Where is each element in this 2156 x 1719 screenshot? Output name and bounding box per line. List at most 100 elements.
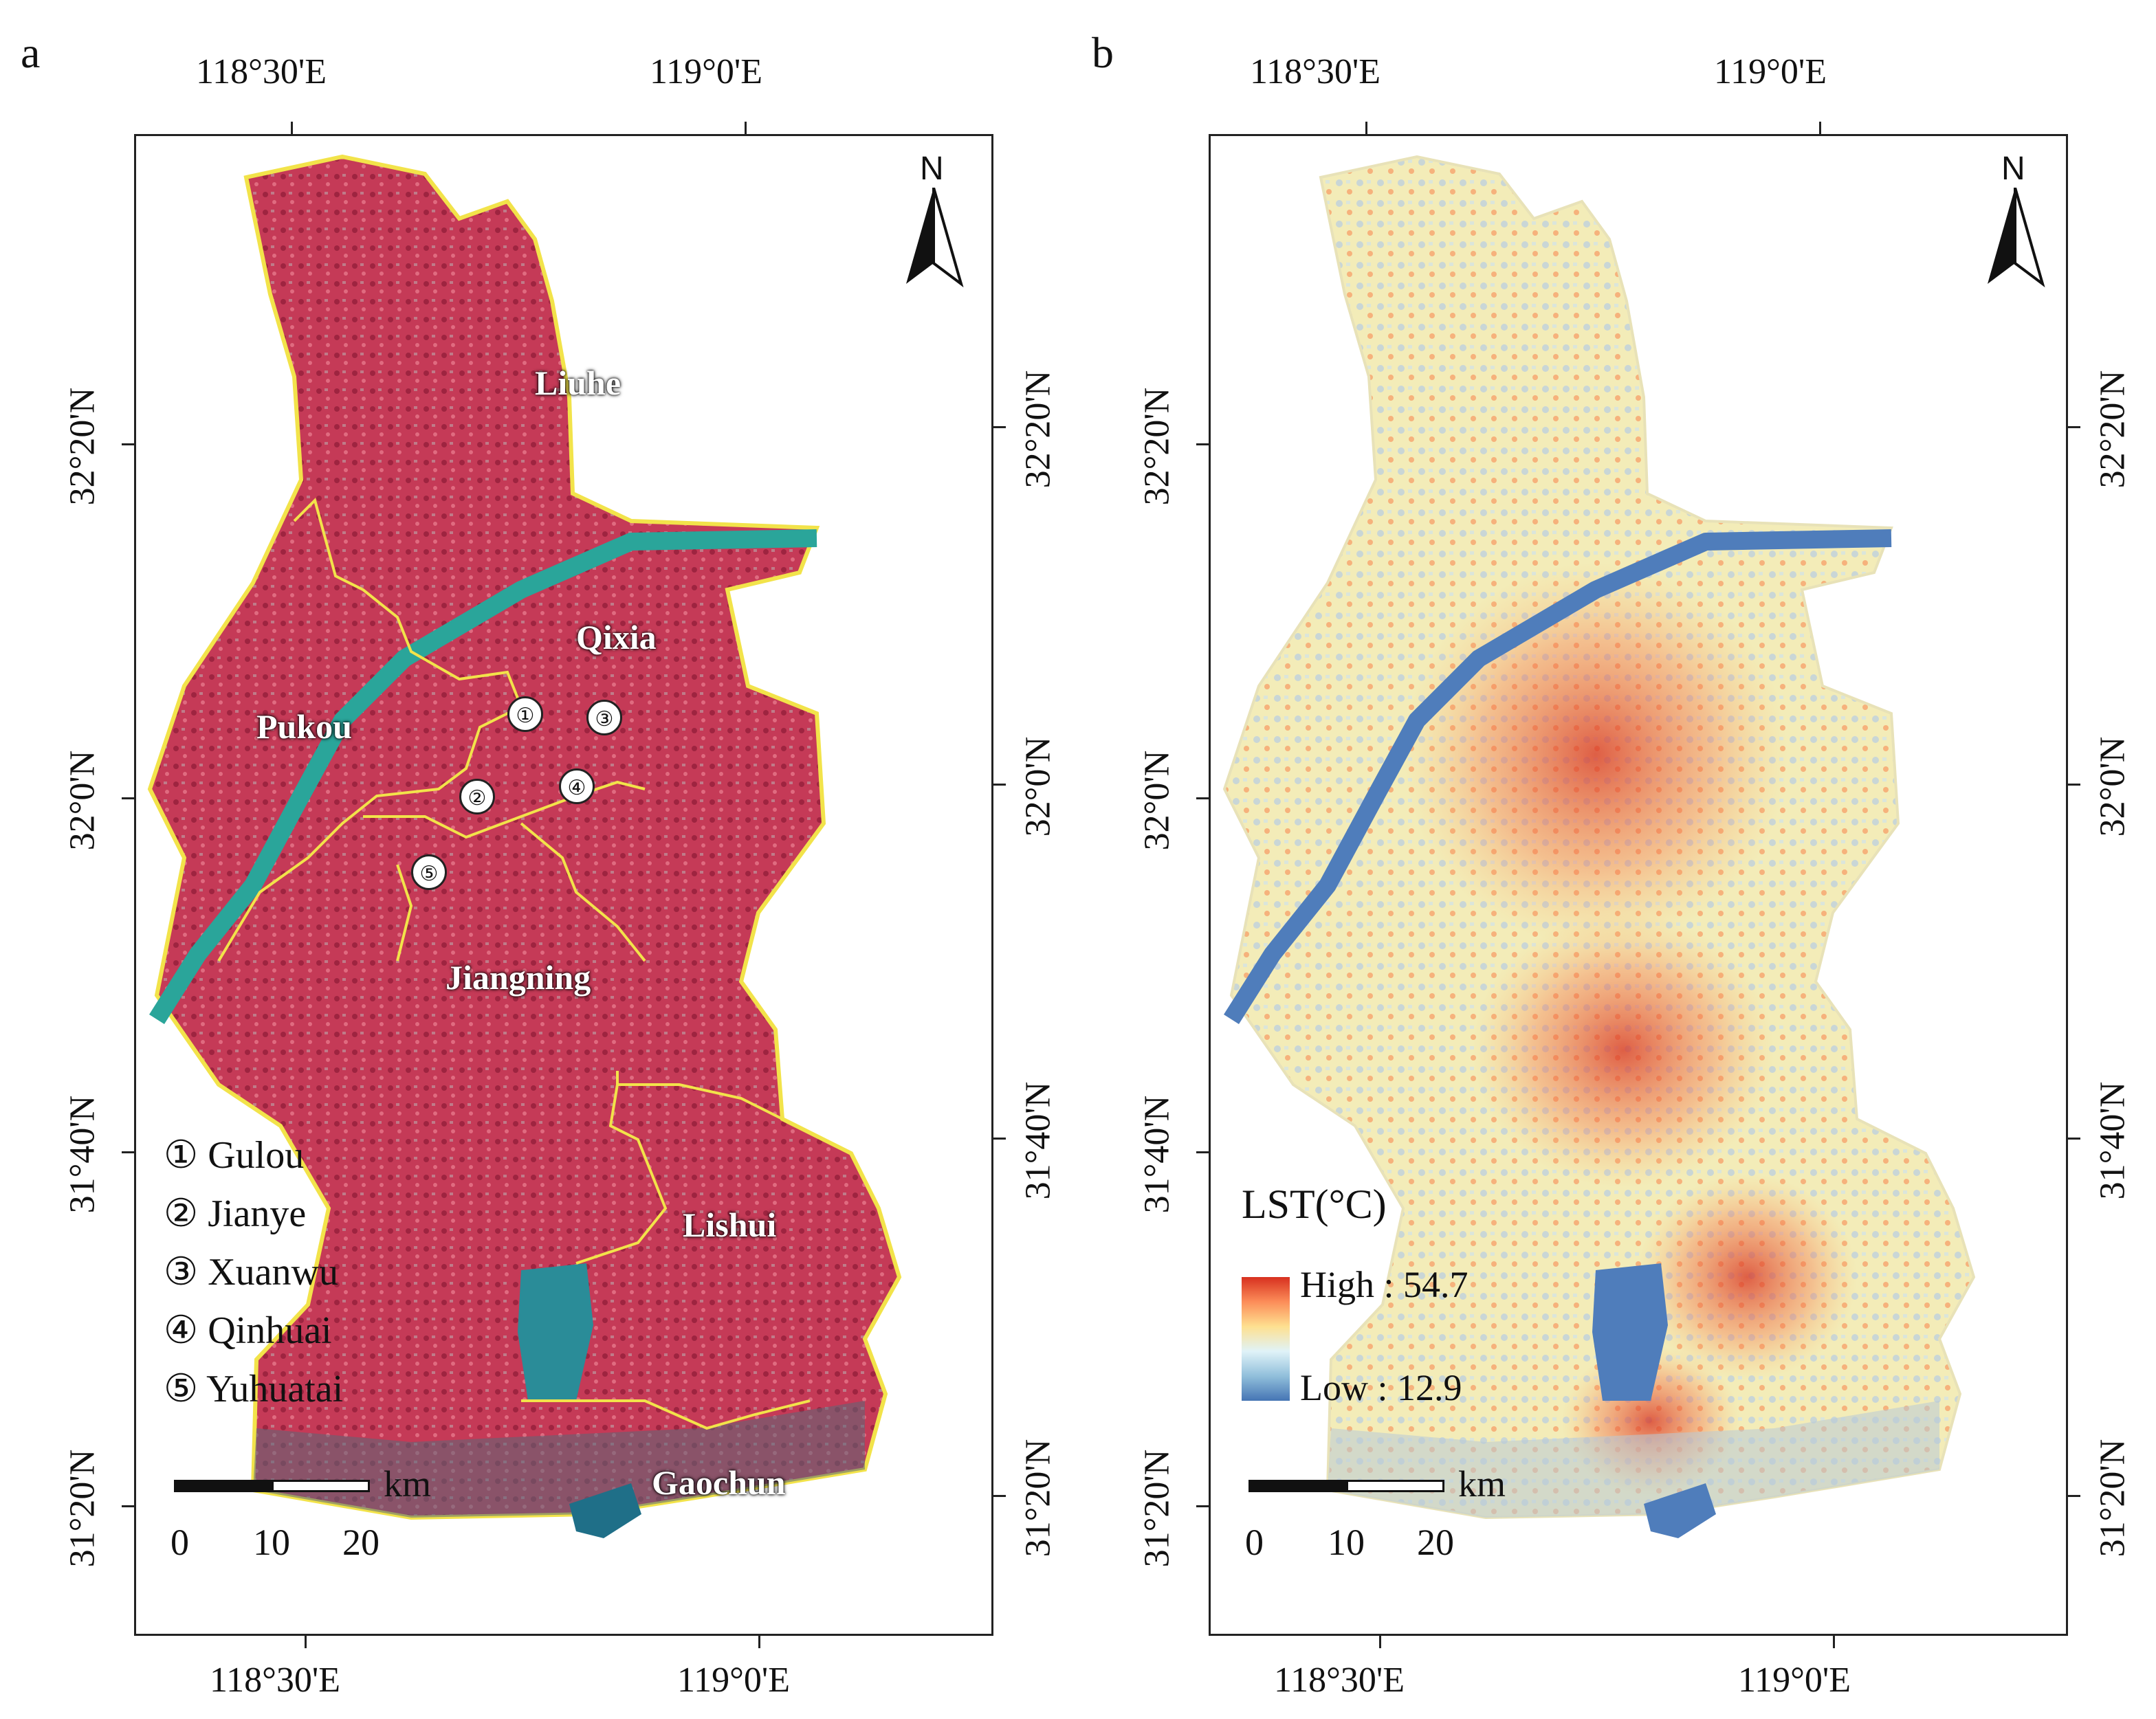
nanjing-outline-a (147, 154, 902, 1520)
district-marker-3: ③ (586, 700, 622, 735)
scale-bar-a: km 0 10 20 (170, 1463, 483, 1579)
right-lat-label-b4: 31°20'N (2093, 1439, 2133, 1557)
tick-right-b3 (2068, 1138, 2080, 1140)
heat-core-jiangning (1472, 913, 1774, 1188)
scale-label-10: 10 (1328, 1522, 1365, 1563)
right-lat-label-b1: 32°20'N (2093, 370, 2133, 489)
left-lat-label-b1: 32°20'N (1137, 387, 1177, 506)
panel-label-b: b (1092, 28, 1114, 77)
tick-bottom-1 (305, 1636, 307, 1648)
gaochun-lowland (253, 1401, 865, 1518)
scale-unit: km (384, 1463, 432, 1505)
north-arrow-icon (906, 188, 964, 288)
lst-legend-title: LST(°C) (1242, 1182, 1387, 1227)
tick-left-b4 (1196, 1505, 1209, 1507)
legend-item-jianye: ② Jianye (164, 1193, 307, 1235)
top-lon-label-b2: 119°0'E (1714, 52, 1827, 91)
tick-top-1 (291, 122, 293, 134)
shijiu-lake-b (1644, 1483, 1716, 1538)
scale-label-20: 20 (1417, 1522, 1454, 1563)
tick-left-b1 (1196, 443, 1209, 445)
tick-right-1 (993, 426, 1006, 428)
left-lat-label-b3: 31°40'N (1137, 1095, 1177, 1214)
legend-item-gulou: ① Gulou (164, 1134, 305, 1177)
top-lon-label-1: 118°30'E (196, 52, 327, 91)
tick-right-2 (993, 784, 1006, 786)
left-lat-label-b2: 32°0'N (1137, 750, 1177, 851)
district-marker-4: ④ (559, 768, 595, 804)
gucheng-lake (518, 1263, 593, 1401)
scale-label-20: 20 (342, 1522, 380, 1563)
top-lon-label-2: 119°0'E (650, 52, 762, 91)
lst-map (1222, 155, 1976, 1538)
left-lat-label-1: 32°20'N (63, 387, 102, 506)
lst-low-label: Low : 12.9 (1300, 1367, 1462, 1408)
tick-left-b3 (1196, 1151, 1209, 1153)
top-lon-label-b1: 118°30'E (1250, 52, 1380, 91)
tick-bottom-b1 (1379, 1636, 1381, 1648)
district-label-gaochun: Gaochun (652, 1463, 786, 1502)
cool-lowland-b (1328, 1401, 1939, 1518)
scale-unit: km (1458, 1463, 1506, 1505)
district-label-lishui: Lishui (683, 1206, 777, 1244)
tick-left-1 (122, 443, 134, 445)
right-lat-label-2: 32°0'N (1018, 736, 1058, 837)
scale-bar-black (1248, 1480, 1348, 1492)
tick-right-3 (993, 1138, 1006, 1140)
district-marker-5: ⑤ (411, 854, 447, 890)
legend-item-qinhuai: ④ Qinhuai (164, 1309, 332, 1352)
bottom-lon-label-b2: 119°0'E (1738, 1661, 1851, 1700)
tick-bottom-b2 (1833, 1636, 1835, 1648)
tick-right-b2 (2068, 784, 2080, 786)
tick-right-4 (993, 1495, 1006, 1497)
bottom-lon-label-2: 119°0'E (677, 1661, 790, 1700)
right-lat-label-4: 31°20'N (1018, 1439, 1058, 1557)
tick-left-2 (122, 797, 134, 799)
map-frame-a: Liuhe Qixia Pukou Jiangning Lishui Gaoch… (134, 134, 993, 1636)
scale-bar-b: km 0 10 20 (1245, 1463, 1558, 1579)
tick-top-b1 (1365, 122, 1367, 134)
tick-right-b1 (2068, 426, 2080, 428)
yangtze-river-b (1224, 529, 1892, 1024)
tick-bottom-2 (758, 1636, 760, 1648)
north-label-a: N (920, 151, 944, 187)
left-lat-label-3: 31°40'N (63, 1095, 102, 1214)
tick-right-b4 (2068, 1495, 2080, 1497)
legend-item-yuhuatai: ⑤ Yuhuatai (164, 1368, 344, 1410)
map-frame-b: N LST(°C) High : 54.7 Low : 12.9 km 0 10… (1209, 134, 2068, 1636)
false-color-map (147, 154, 902, 1538)
left-lat-label-b4: 31°20'N (1137, 1449, 1177, 1568)
district-marker-1: ① (507, 696, 543, 732)
district-label-pukou: Pukou (256, 707, 352, 746)
left-lat-label-4: 31°20'N (63, 1449, 102, 1568)
panel-label-a: a (21, 28, 41, 77)
scale-label-0: 0 (170, 1522, 189, 1563)
right-lat-label-b3: 31°40'N (2093, 1081, 2133, 1200)
tick-left-3 (122, 1151, 134, 1153)
district-label-liuhe: Liuhe (535, 364, 622, 402)
bottom-lon-label-1: 118°30'E (210, 1661, 340, 1700)
panel-b: b 118°30'E 119°0'E 118°30'E 119°0'E (1078, 0, 2156, 1719)
right-lat-label-3: 31°40'N (1018, 1081, 1058, 1200)
gucheng-lake-b (1592, 1263, 1668, 1401)
scale-bar-white (272, 1480, 370, 1492)
bottom-lon-label-b1: 118°30'E (1274, 1661, 1405, 1700)
scale-bar-black (174, 1480, 274, 1492)
tick-top-2 (745, 122, 747, 134)
north-arrow-icon (1988, 188, 2045, 288)
legend-item-xuanwu: ③ Xuanwu (164, 1251, 338, 1294)
shijiu-lake (569, 1483, 641, 1538)
north-arrow-a: N (899, 150, 968, 288)
tick-top-b2 (1819, 122, 1821, 134)
scale-label-0: 0 (1245, 1522, 1264, 1563)
right-lat-label-b2: 32°0'N (2093, 736, 2133, 837)
district-marker-2: ② (459, 779, 495, 814)
heat-core-lishui (1637, 1174, 1857, 1380)
panel-a: a 118°30'E 119°0'E 118°30'E 119°0'E Liuh… (21, 28, 1058, 1700)
scale-bar-white (1346, 1480, 1444, 1492)
lst-high-label: High : 54.7 (1300, 1264, 1468, 1305)
lst-color-ramp (1242, 1277, 1290, 1401)
district-label-jiangning: Jiangning (446, 958, 591, 997)
north-arrow-b: N (1981, 150, 2049, 288)
tick-left-4 (122, 1505, 134, 1507)
